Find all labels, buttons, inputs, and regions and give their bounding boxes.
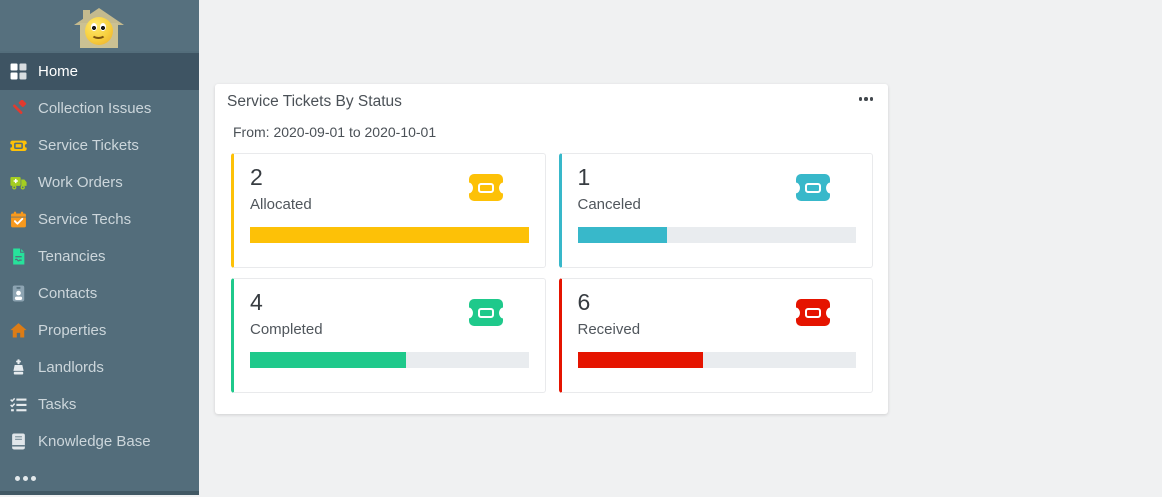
sidebar-item-label: Contacts — [38, 285, 98, 302]
sidebar-nav: Home Collection Issues Service Tickets W… — [0, 51, 199, 497]
ticket-icon — [10, 137, 27, 154]
stat-card-completed: 4 Completed — [231, 278, 546, 393]
logo-roof — [74, 8, 124, 25]
stat-label: Allocated — [250, 195, 312, 213]
progress-fill — [577, 226, 667, 243]
ticket-icon — [791, 174, 835, 201]
file-contract-icon — [10, 248, 27, 265]
smiley-house-logo[interactable] — [74, 4, 124, 48]
truck-icon — [10, 174, 27, 191]
ellipsis-h-icon — [15, 476, 20, 481]
book-icon — [10, 433, 27, 450]
sidebar-more-button[interactable] — [0, 460, 199, 497]
stat-label: Received — [577, 320, 641, 338]
sidebar-header — [0, 0, 199, 51]
ticket-icon — [791, 299, 835, 326]
sidebar-item-collection-issues[interactable]: Collection Issues — [0, 90, 199, 127]
stat-grid: 2 Allocated 1 Canceled — [231, 153, 873, 393]
home-icon — [10, 322, 27, 339]
sidebar-item-label: Home — [38, 63, 79, 80]
gavel-icon — [10, 100, 27, 117]
sidebar: Home Collection Issues Service Tickets W… — [0, 0, 199, 495]
sidebar-item-service-techs[interactable]: Service Techs — [0, 201, 199, 238]
sidebar-item-label: Tenancies — [38, 248, 106, 265]
stat-label: Canceled — [577, 195, 641, 213]
progress-track — [577, 226, 856, 243]
grid-icon — [10, 63, 27, 80]
panel-title: Service Tickets By Status — [227, 93, 402, 110]
stat-card-received: 6 Received — [558, 278, 873, 393]
sidebar-item-landlords[interactable]: Landlords — [0, 349, 199, 386]
sidebar-item-label: Knowledge Base — [38, 433, 151, 450]
sidebar-item-home[interactable]: Home — [0, 53, 199, 90]
sidebar-item-work-orders[interactable]: Work Orders — [0, 164, 199, 201]
logo-smiley-face — [85, 17, 113, 45]
panel-menu-button[interactable] — [857, 95, 876, 103]
stat-card-allocated: 2 Allocated — [231, 153, 546, 268]
sidebar-item-tasks[interactable]: Tasks — [0, 386, 199, 423]
chess-king-icon — [10, 359, 27, 376]
service-tickets-panel: Service Tickets By Status From: 2020-09-… — [215, 84, 888, 414]
sidebar-item-service-tickets[interactable]: Service Tickets — [0, 127, 199, 164]
progress-track — [577, 351, 856, 368]
progress-fill — [250, 351, 406, 368]
logo-eye — [91, 23, 97, 31]
sidebar-item-label: Service Tickets — [38, 137, 139, 154]
sidebar-item-label: Service Techs — [38, 211, 132, 228]
stat-card-canceled: 1 Canceled — [558, 153, 873, 268]
progress-fill — [250, 226, 529, 243]
id-badge-icon — [10, 285, 27, 302]
stat-value: 6 — [577, 289, 591, 315]
progress-track — [250, 226, 529, 243]
ticket-icon — [463, 299, 508, 326]
ticket-icon — [463, 174, 508, 201]
stat-label: Completed — [250, 320, 323, 338]
stat-value: 2 — [250, 164, 263, 190]
main-content: Service Tickets By Status From: 2020-09-… — [199, 0, 1162, 495]
sidebar-item-label: Landlords — [38, 359, 104, 376]
calendar-check-icon — [10, 211, 27, 228]
sidebar-item-label: Collection Issues — [38, 100, 152, 117]
sidebar-item-tenancies[interactable]: Tenancies — [0, 238, 199, 275]
date-range-text: From: 2020-09-01 to 2020-10-01 — [233, 124, 437, 140]
sidebar-item-label: Tasks — [38, 396, 77, 413]
logo-eye — [100, 23, 106, 31]
sidebar-item-contacts[interactable]: Contacts — [0, 275, 199, 312]
progress-track — [250, 351, 529, 368]
sidebar-item-label: Work Orders — [38, 174, 123, 191]
sidebar-item-knowledge-base[interactable]: Knowledge Base — [0, 423, 199, 460]
ellipsis-h-icon — [858, 97, 862, 101]
tasks-icon — [10, 396, 27, 413]
sidebar-item-properties[interactable]: Properties — [0, 312, 199, 349]
sidebar-bottom-strip — [0, 491, 199, 495]
progress-fill — [577, 351, 703, 368]
logo-smile — [91, 29, 106, 39]
stat-value: 4 — [250, 289, 263, 315]
stat-value: 1 — [577, 164, 591, 190]
sidebar-item-label: Properties — [38, 322, 107, 339]
